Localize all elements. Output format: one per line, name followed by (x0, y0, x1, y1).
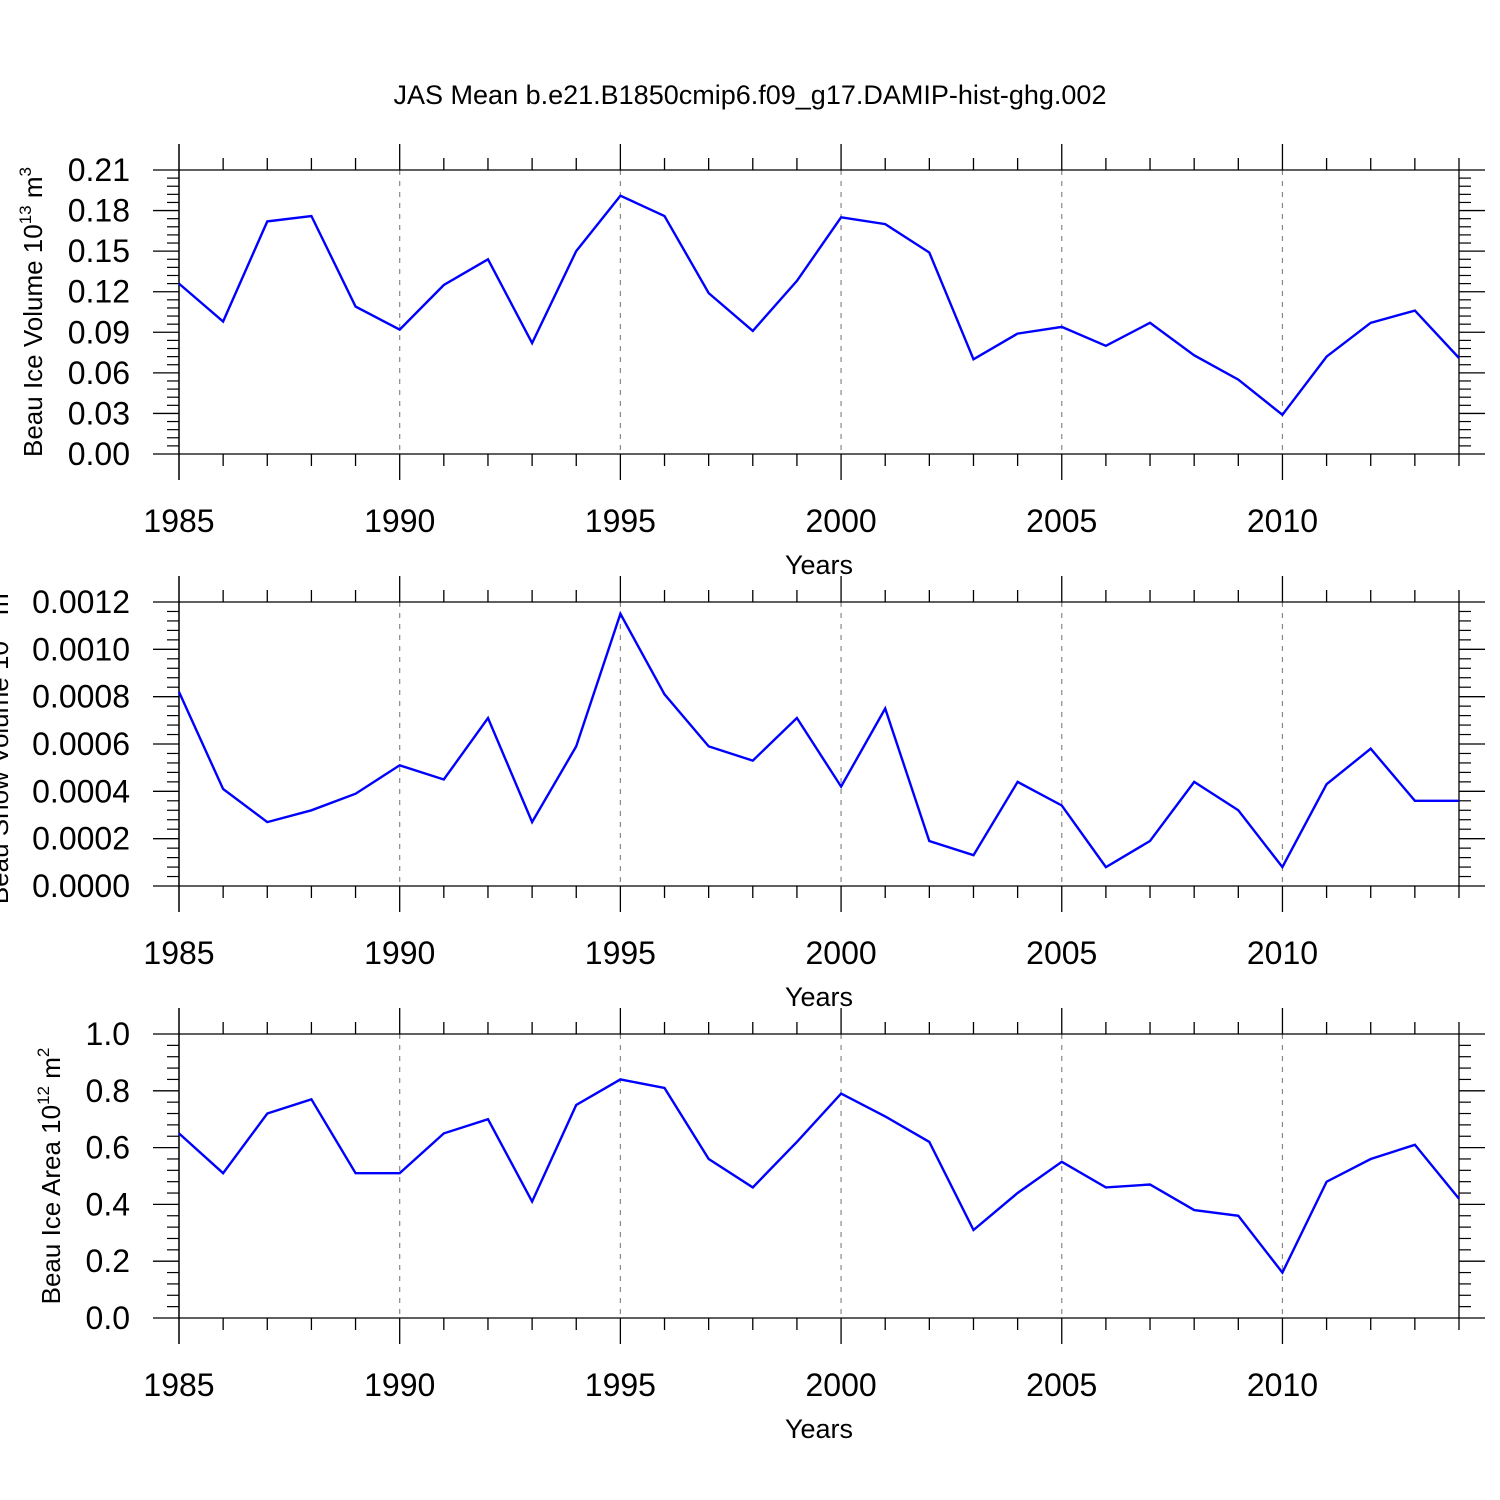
x-tick-label: 1985 (143, 935, 214, 971)
y-tick-label: 0.0 (86, 1300, 130, 1336)
y-tick-label: 0.0006 (32, 726, 130, 762)
y-tick-label: 0.0008 (32, 679, 130, 715)
x-tick-label: 2000 (805, 935, 876, 971)
x-tick-label: 2010 (1247, 935, 1318, 971)
x-tick-label: 1990 (364, 1367, 435, 1403)
series-line (178, 1078, 1460, 1275)
x-tick-label: 1985 (143, 1367, 214, 1403)
series-line (177, 610, 1459, 870)
x-tick-label: 2005 (1026, 1367, 1097, 1403)
x-tick-label: 2000 (805, 503, 876, 539)
y-tick-label: 0.06 (68, 355, 130, 391)
x-tick-label: 1995 (585, 1367, 656, 1403)
y-tick-label: 0.0004 (32, 773, 130, 809)
y-tick-label: 0.0012 (32, 584, 130, 620)
chart-panel-1: 1985 1990 1995 2000 2005 2010 Years 0.00 0.03 0.0… (16, 144, 1485, 580)
x-tick-label: 2010 (1247, 1367, 1318, 1403)
x-tick-label: 1990 (364, 503, 435, 539)
x-tick-label: 1985 (143, 503, 214, 539)
y-tick-label: 0.15 (68, 233, 130, 269)
x-axis-label: Years (785, 982, 853, 1012)
chart-panel-2: 1985 1990 1995 2000 2005 2010 Years 0.0000 0.000… (0, 576, 1485, 1012)
y-tick-label: 0.0002 (32, 821, 130, 857)
x-axis-label: Years (785, 550, 853, 580)
y-tick-label: 0.00 (68, 436, 130, 472)
y-tick-label: 0.0000 (32, 868, 130, 904)
chart-title: JAS Mean b.e21.B1850cmip6.f09_g17.DAMIP-… (393, 80, 1107, 110)
y-axis-label: Beau Ice Area 1012 m2 (34, 1048, 66, 1305)
y-tick-label: 0.03 (68, 395, 130, 431)
x-tick-label: 1995 (585, 503, 656, 539)
y-tick-label: 0.8 (86, 1073, 130, 1109)
x-tick-label: 2000 (805, 1367, 876, 1403)
y-tick-label: 0.6 (86, 1130, 130, 1166)
y-axis-label: Beau Snow Volume 1013 m3 (0, 584, 14, 904)
y-tick-label: 0.4 (86, 1186, 130, 1222)
y-tick-label: 0.2 (86, 1243, 130, 1279)
y-axis-label: Beau Ice Volume 1013 m3 (16, 167, 48, 457)
chart-panel-3: 1985 1990 1995 2000 2005 2010 Years 0.0 0.2 0.4 0.… (34, 1008, 1485, 1444)
y-tick-label: 0.21 (68, 152, 130, 188)
x-tick-label: 2010 (1247, 503, 1318, 539)
y-tick-label: 0.12 (68, 274, 130, 310)
x-axis-label: Years (785, 1414, 853, 1444)
y-tick-label: 1.0 (86, 1016, 130, 1052)
x-tick-label: 1995 (585, 935, 656, 971)
y-tick-label: 0.0010 (32, 631, 130, 667)
series-line (178, 194, 1460, 417)
x-tick-label: 1990 (364, 935, 435, 971)
y-tick-label: 0.09 (68, 314, 130, 350)
x-tick-label: 2005 (1026, 935, 1097, 971)
y-tick-label: 0.18 (68, 193, 130, 229)
x-tick-label: 2005 (1026, 503, 1097, 539)
